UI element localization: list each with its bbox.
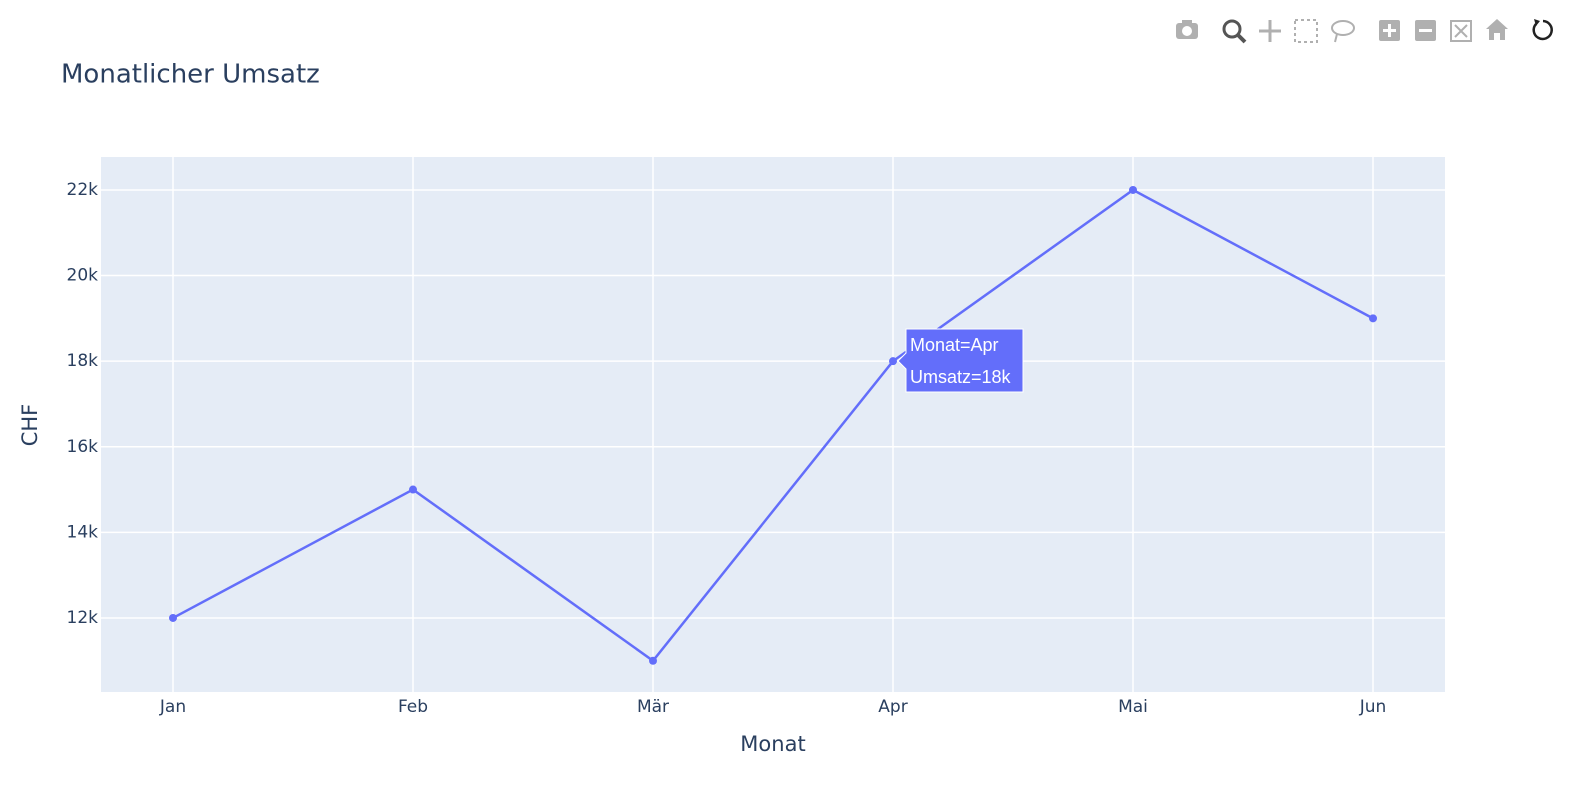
tooltip-box — [897, 328, 1024, 393]
x-tick-label: Jan — [159, 697, 186, 717]
x-tick-label: Jun — [1359, 697, 1387, 717]
y-tick-label: 16k — [67, 437, 99, 457]
line — [172, 188, 1374, 663]
box-select-button[interactable] — [1294, 19, 1318, 43]
y-tick-label: 20k — [67, 266, 99, 286]
marker — [409, 485, 417, 494]
lasso-button[interactable] — [1331, 20, 1355, 43]
chart-title: Monatlicher Umsatz — [61, 60, 320, 90]
x-tick-label: Apr — [878, 697, 907, 717]
y-tick-label: 22k — [67, 180, 99, 200]
y-tick-label: 18k — [67, 351, 99, 371]
marker — [649, 656, 657, 665]
zoom-button[interactable] — [1222, 19, 1247, 44]
x-tick-label: Feb — [398, 697, 428, 717]
marker — [1129, 185, 1137, 194]
camera-button[interactable] — [1176, 20, 1198, 39]
marker — [889, 357, 897, 366]
y-axis-title: CHF — [18, 404, 42, 447]
zoom-in-button[interactable] — [1379, 20, 1400, 41]
marker — [1369, 314, 1377, 323]
x-tick-label: Mär — [637, 697, 669, 717]
marker — [169, 613, 177, 622]
reset-axes-button[interactable] — [1486, 19, 1508, 40]
y-tick-label: 14k — [67, 522, 99, 542]
plot-area — [101, 157, 1445, 692]
autoscale-button[interactable] — [1450, 20, 1472, 42]
zoom-out-button[interactable] — [1415, 20, 1436, 41]
x-tick-label: Mai — [1118, 697, 1148, 717]
x-axis-title: Monat — [740, 732, 805, 756]
tooltip-text: Monat=Apr — [910, 335, 999, 355]
tooltip: Monat=Apr Umsatz=18k — [897, 328, 1024, 393]
y-tick-label: 12k — [67, 608, 99, 628]
pan-button[interactable] — [1259, 20, 1281, 42]
reset-button[interactable] — [1532, 19, 1553, 41]
modebar — [1176, 19, 1553, 44]
tooltip-text: Umsatz=18k — [910, 367, 1012, 387]
